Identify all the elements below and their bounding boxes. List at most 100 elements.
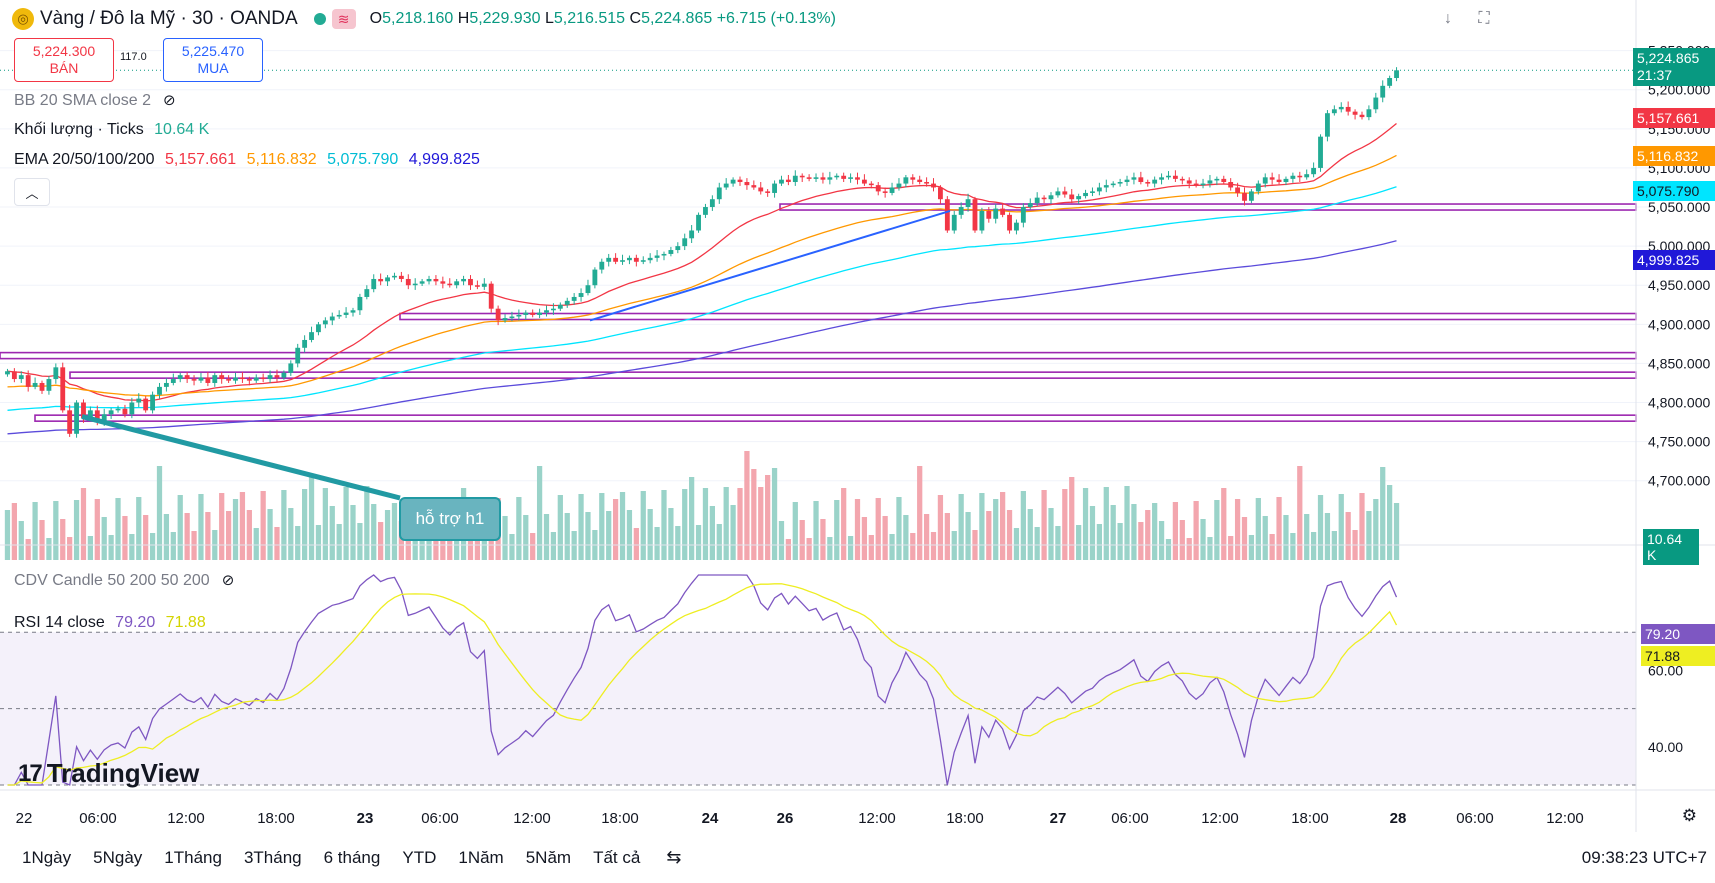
range-5y[interactable]: 5Năm: [525, 847, 572, 867]
volume-bar: [1317, 495, 1324, 560]
range-1d[interactable]: 1Ngày: [22, 847, 72, 867]
volume-bar: [398, 521, 405, 560]
candle-body: [32, 382, 38, 387]
volume-bar: [1145, 510, 1151, 560]
rsi-pane: [0, 574, 1636, 786]
trend-lines[interactable]: [81, 209, 951, 501]
candle-body: [157, 386, 162, 395]
calendar-goto-icon[interactable]: ⇆: [666, 847, 682, 867]
candle-body: [696, 214, 701, 231]
volume-bar: [557, 495, 563, 560]
candle-body: [398, 275, 404, 279]
range-5d[interactable]: 5Ngày: [93, 847, 143, 867]
ema-legend[interactable]: EMA 20/50/100/200 5,157.661 5,116.832 5,…: [14, 151, 480, 168]
volume-bar: [53, 501, 59, 560]
candle-body: [730, 179, 736, 184]
candle-body: [938, 187, 943, 200]
volume-bar: [1234, 499, 1241, 560]
candle-body: [709, 199, 715, 208]
volume-bar: [39, 520, 45, 560]
buy-button[interactable]: 5,225.470 MUA: [163, 38, 263, 82]
eye-hidden-icon[interactable]: ⊘: [221, 572, 235, 589]
time-tick-label: 18:00: [1291, 810, 1329, 827]
candle-body: [744, 182, 750, 186]
volume-bar: [516, 497, 522, 560]
wave-icon[interactable]: ≋: [331, 9, 356, 29]
candle-body: [295, 347, 301, 364]
range-6m[interactable]: 6 tháng: [323, 847, 381, 867]
volume-bar: [1020, 491, 1026, 560]
clock[interactable]: 09:38:23 UTC+7: [1581, 848, 1707, 867]
volume-bars: [4, 451, 1400, 560]
candle-body: [343, 312, 349, 315]
range-1m[interactable]: 1Tháng: [164, 847, 222, 867]
candle-body: [564, 300, 570, 305]
candle-body: [39, 382, 45, 391]
candle-body: [11, 371, 17, 380]
range-all[interactable]: Tất cả: [593, 847, 641, 867]
rsi-line: [7, 574, 1398, 786]
candle-body: [495, 308, 501, 321]
collapse-legend-button[interactable]: ︿: [14, 178, 50, 206]
range-3m[interactable]: 3Tháng: [243, 847, 302, 867]
volume-legend[interactable]: Khối lượng · Ticks 10.64 K: [14, 121, 210, 138]
volume-bar: [1006, 510, 1013, 560]
candle-body: [875, 185, 881, 192]
candle-body: [67, 410, 73, 434]
candle-body: [841, 175, 847, 179]
candle-body: [1041, 197, 1047, 200]
gold-coin-icon: ◎: [12, 8, 34, 30]
rsi-legend[interactable]: RSI 14 close 79.20 71.88: [14, 614, 206, 631]
candle-body: [163, 382, 169, 387]
candle-body: [1166, 175, 1171, 178]
candle-body: [1138, 177, 1144, 183]
price-tick-label: 5,050.000: [1648, 199, 1710, 215]
volume-bar: [11, 503, 17, 560]
time-tick-label: 27: [1050, 810, 1067, 827]
volume-bar: [32, 502, 38, 560]
sell-button[interactable]: 5,224.300 BÁN: [14, 38, 114, 82]
candle-body: [329, 316, 335, 321]
chevron-up-icon: ︿: [25, 185, 39, 201]
sell-price: 5,224.300: [32, 43, 96, 59]
candle-body: [74, 402, 79, 434]
symbol-title[interactable]: Vàng / Đô la Mỹ · 30 · OANDA: [40, 8, 298, 29]
volume-bar: [184, 513, 190, 560]
arrow-down-icon[interactable]: ↓: [1444, 10, 1452, 27]
volume-bar: [737, 488, 743, 560]
settings-gear-icon[interactable]: ⚙: [1681, 806, 1697, 825]
chart-canvas[interactable]: 5,250.0005,200.0005,150.0005,100.0005,05…: [0, 0, 1715, 832]
time-tick-label: 18:00: [257, 810, 295, 827]
range-1y[interactable]: 1Năm: [458, 847, 504, 867]
volume-bar: [999, 492, 1006, 560]
market-open-icon: [313, 13, 326, 25]
fullscreen-icon[interactable]: ⛶: [1478, 10, 1490, 27]
volume-bar: [94, 499, 100, 560]
volume-bar: [668, 508, 674, 560]
support-annotation[interactable]: hỗ trợ h1: [399, 497, 501, 541]
candle-body: [868, 183, 874, 186]
candle-body: [226, 379, 232, 381]
candle-body: [550, 308, 556, 311]
candle-body: [219, 375, 225, 380]
candle-body: [1207, 180, 1213, 184]
volume-bar: [647, 509, 653, 560]
volume-bar: [219, 493, 225, 560]
candle-body: [958, 207, 964, 215]
bb-indicator-legend[interactable]: BB 20 SMA close 2 ⊘: [14, 92, 176, 109]
volume-bar: [1255, 498, 1261, 560]
range-ytd[interactable]: YTD: [402, 847, 437, 867]
candle-body: [488, 283, 494, 309]
volume-bar: [1172, 502, 1179, 560]
volume-bar: [889, 534, 895, 560]
candle-body: [944, 199, 950, 231]
eye-hidden-icon[interactable]: ⊘: [162, 92, 176, 109]
candle-body: [474, 285, 480, 287]
cdv-legend[interactable]: CDV Candle 50 200 50 200 ⊘: [14, 572, 235, 589]
callout-pointer: [81, 414, 401, 501]
volume-bar: [1186, 538, 1192, 560]
tradingview-logo: 17 TradingView: [18, 758, 200, 788]
candle-body: [1276, 179, 1282, 183]
volume-bar: [502, 516, 508, 560]
volume-bar: [225, 511, 232, 560]
